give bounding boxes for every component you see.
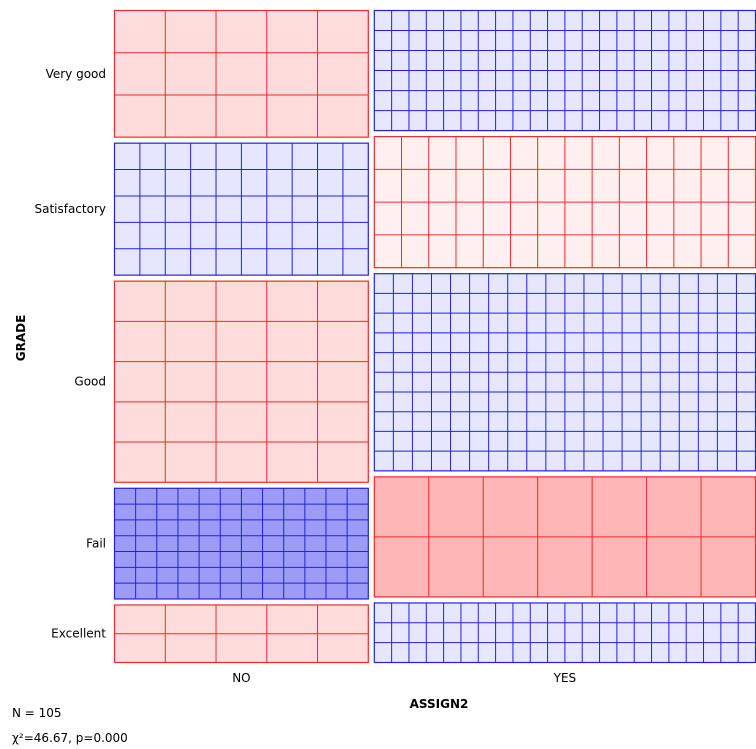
y-tick-label: Good	[74, 375, 106, 389]
chi-square-label: χ²=46.67, p=0.000	[12, 731, 128, 745]
x-tick-label: YES	[553, 671, 577, 685]
mosaic-tile-no-good	[113, 280, 369, 483]
mosaic-tile-yes-excellent	[373, 602, 756, 664]
mosaic-tile-no-fail	[113, 487, 369, 600]
mosaic-tile-yes-satisfactory	[373, 135, 756, 269]
x-tick-label: NO	[232, 671, 250, 685]
mosaic-tile-no-satisfactory	[113, 142, 369, 276]
y-axis-title: GRADE	[14, 315, 28, 362]
y-tick-label: Excellent	[51, 627, 106, 641]
sample-size-label: N = 105	[12, 706, 62, 720]
mosaic-tile-no-excellent	[113, 604, 369, 664]
mosaic-tile-yes-good	[373, 273, 756, 472]
y-tick-label: Satisfactory	[34, 202, 106, 216]
mosaic-tile-yes-very-good	[373, 9, 756, 132]
x-axis-title: ASSIGN2	[410, 697, 469, 711]
mosaic-tile-yes-fail	[373, 476, 756, 598]
mosaic-tile-no-very-good	[113, 9, 369, 138]
y-tick-label: Very good	[46, 67, 106, 81]
y-tick-label: Fail	[86, 537, 106, 551]
